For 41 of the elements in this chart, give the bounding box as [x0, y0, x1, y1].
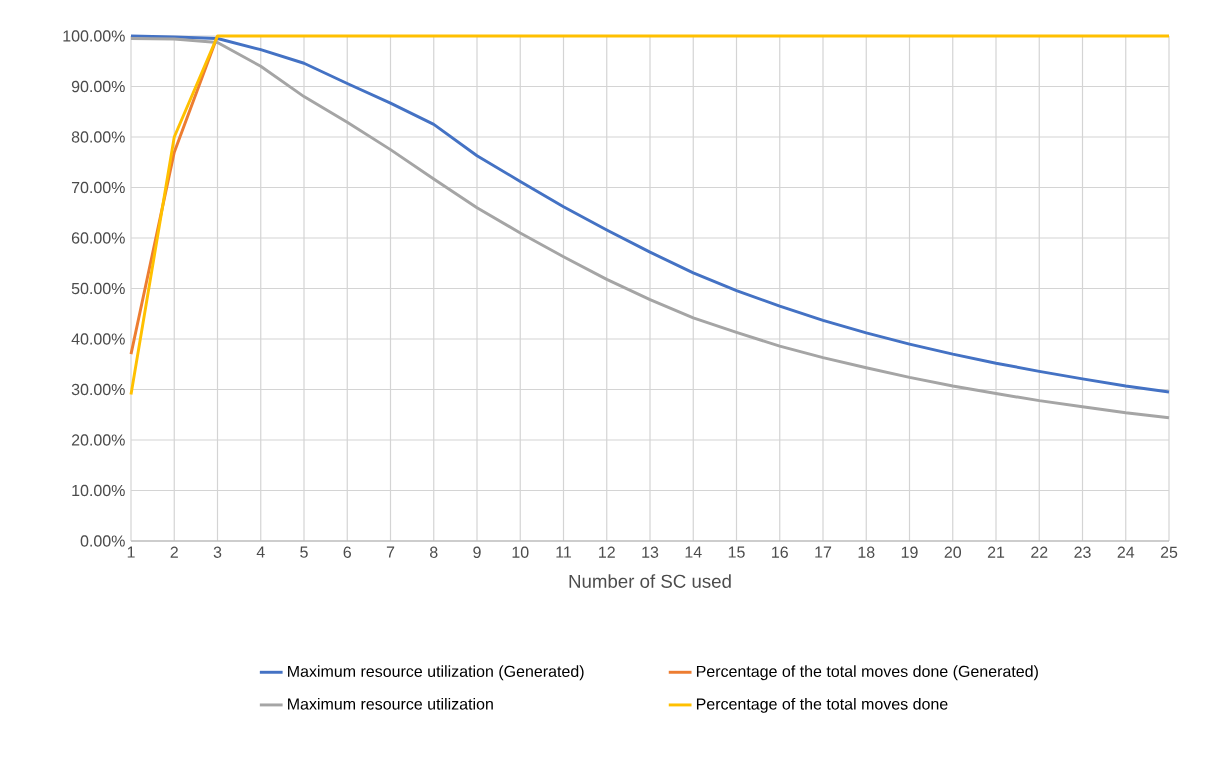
- x-tick-label: 13: [642, 546, 659, 558]
- x-tick-label: 3: [213, 546, 222, 558]
- x-tick-label: 4: [256, 546, 265, 558]
- x-tick-label: 6: [343, 546, 351, 558]
- x-tick-label: 25: [1160, 546, 1178, 558]
- x-tick-label: 14: [685, 546, 702, 558]
- y-tick-label: 100.00%: [63, 30, 125, 42]
- x-tick-label: 9: [473, 546, 481, 558]
- y-tick-label: 30.00%: [71, 383, 125, 396]
- legend-label: Maximum resource utilization (Generated): [288, 665, 584, 681]
- x-tick-label: 11: [556, 546, 572, 558]
- x-tick-label: 20: [944, 546, 962, 558]
- y-tick-label: 40.00%: [71, 333, 125, 345]
- x-axis-title: Number of SC used: [569, 574, 731, 588]
- y-tick-label: 0.00%: [80, 535, 125, 547]
- x-tick-label: 22: [1031, 546, 1048, 558]
- y-tick-label: 90.00%: [71, 80, 125, 93]
- x-tick-label: 8: [430, 546, 438, 558]
- x-tick-label: 7: [386, 546, 395, 558]
- x-tick-label: 19: [901, 546, 918, 558]
- y-tick-label: 10.00%: [72, 484, 125, 497]
- x-tick-label: 21: [987, 546, 1005, 558]
- x-tick-label: 24: [1117, 546, 1135, 558]
- y-tick-label: 60.00%: [71, 232, 125, 244]
- x-tick-label: 17: [815, 546, 832, 558]
- x-tick-label: 2: [170, 546, 178, 558]
- x-tick-label: 23: [1074, 546, 1091, 558]
- legend-label: Percentage of the total moves done (Generated): [696, 665, 1038, 681]
- x-tick-label: 18: [858, 546, 875, 558]
- y-tick-label: 80.00%: [71, 131, 125, 143]
- x-tick-label: 12: [599, 546, 615, 558]
- x-tick-label: 10: [512, 546, 529, 558]
- x-tick-label: 1: [127, 546, 135, 558]
- legend-label: Percentage of the total moves done: [696, 697, 948, 713]
- x-tick-label: 16: [772, 546, 788, 558]
- y-tick-label: 50.00%: [71, 282, 125, 295]
- x-tick-label: 15: [728, 546, 745, 558]
- x-tick-label: 5: [300, 546, 308, 558]
- y-tick-label: 20.00%: [71, 434, 125, 446]
- legend-label: Maximum resource utilization: [288, 697, 493, 710]
- y-tick-label: 70.00%: [71, 181, 125, 194]
